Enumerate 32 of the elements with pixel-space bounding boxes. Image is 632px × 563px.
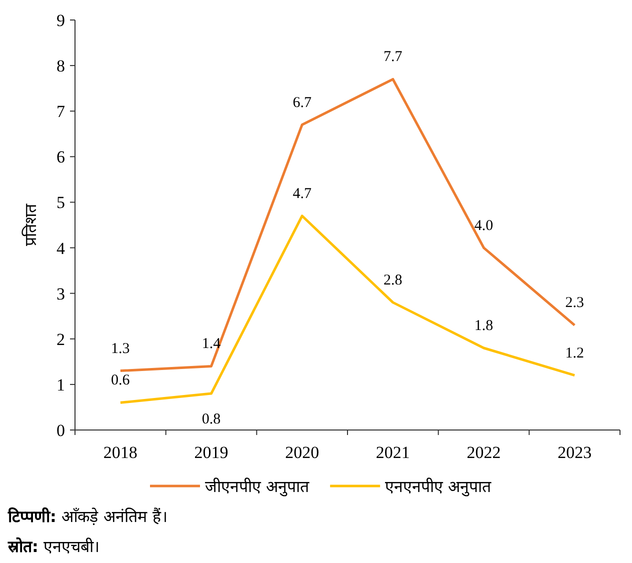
y-tick-label: 3	[56, 284, 65, 304]
y-tick-label: 6	[56, 148, 65, 167]
y-tick-label: 1	[56, 375, 65, 394]
x-tick-label: 2018	[103, 443, 138, 462]
data-label: 1.2	[565, 345, 584, 362]
y-tick-label: 4	[56, 238, 66, 258]
x-tick-label: 2022	[466, 443, 501, 462]
y-tick-label: 8	[56, 56, 65, 76]
y-tick-label: 7	[56, 102, 66, 122]
data-label: 4.7	[292, 186, 312, 202]
data-label: 0.6	[111, 372, 130, 389]
legend-label: जीएनपीए अनुपात	[205, 477, 310, 497]
data-label: 1.3	[111, 340, 130, 357]
x-tick-label: 2021	[376, 443, 410, 462]
text: स्रोत: एनएचबी।	[7, 537, 100, 556]
x-tick-label: 2020	[285, 443, 320, 462]
legend-label: एनएनपीए अनुपात	[385, 477, 492, 497]
data-label: 2.3	[565, 295, 584, 312]
x-tick-label: 2019	[194, 443, 228, 462]
data-label: 7.7	[384, 49, 403, 66]
data-label: 1.8	[474, 318, 494, 334]
data-label: 2.8	[384, 272, 402, 288]
data-label: 0.8	[202, 412, 221, 428]
y-tick-label: 5	[56, 193, 65, 212]
data-label: 6.7	[292, 94, 312, 111]
y-tick-label: 9	[56, 11, 65, 30]
text: टिप्पणी: आँकड़े अनंतिम हैं।	[7, 507, 168, 526]
y-tick-label: 2	[56, 330, 65, 349]
x-tick-label: 2023	[558, 443, 592, 462]
y-axis-title: प्रतिशत	[21, 203, 40, 246]
y-tick-label: 0	[56, 421, 65, 440]
data-label: 4.0	[474, 218, 494, 234]
